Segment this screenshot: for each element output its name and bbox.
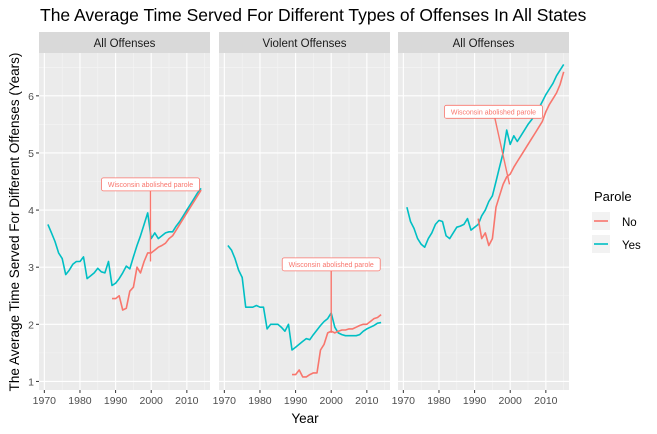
x-tick-label: 1970	[33, 395, 57, 407]
x-tick-label: 1970	[213, 395, 237, 407]
series-line-no	[292, 313, 382, 378]
chart-title: The Average Time Served For Different Ty…	[40, 5, 587, 25]
facet-panels: All Offenses 1970 1980 1990 2000 2010 1 2 3 4 5 6 Wi…	[28, 32, 569, 407]
annotation-text: Wisconsin abolished parole	[289, 262, 374, 269]
facet-strip-label: All Offenses	[453, 38, 515, 50]
annotation-label: Wisconsin abolished parole	[101, 177, 200, 192]
facet-strip	[219, 32, 390, 53]
series-line-yes	[227, 245, 382, 351]
annotation-text: Wisconsin abolished parole	[451, 109, 536, 116]
legend-label-no: No	[622, 217, 637, 229]
y-tick-label: 6	[28, 91, 34, 103]
facet-strip-label: Violent Offenses	[263, 38, 347, 50]
y-tick-label: 1	[28, 376, 34, 388]
legend-key-yes: Yes	[592, 235, 641, 253]
x-tick-label: 2000	[320, 395, 344, 407]
x-tick-label: 2010	[175, 395, 199, 407]
annotation-segment	[492, 111, 511, 185]
facet-strip	[398, 32, 569, 53]
panel-1: All Offenses 1970 1980 1990 2000 2010 1 2 3 4 5 6 Wi…	[28, 32, 210, 407]
x-tick-label: 2010	[534, 395, 558, 407]
x-tick-label: 1980	[427, 395, 451, 407]
legend-title: Parole	[594, 189, 632, 204]
series-line-no	[477, 71, 565, 247]
panel-background	[398, 53, 569, 390]
panel-3: All Offenses 1970 1980 1990 2000 2010 Wisconsi…	[392, 32, 569, 407]
y-tick-label: 4	[28, 205, 34, 217]
panel-background	[39, 53, 210, 390]
panel-2: Violent Offenses 1970 1980 1990 2000 2010 Wisc…	[213, 32, 390, 407]
x-tick-label: 1980	[68, 395, 92, 407]
y-tick-label: 3	[28, 262, 34, 274]
x-tick-label: 1990	[463, 395, 487, 407]
series-line-no	[112, 189, 202, 311]
legend: Parole No Yes	[592, 189, 641, 253]
x-tick-label: 1990	[284, 395, 308, 407]
annotation-label: Wisconsin abolished parole	[444, 104, 543, 119]
y-tick-label: 2	[28, 319, 34, 331]
annotation-label: Wisconsin abolished parole	[281, 257, 381, 272]
x-axis-label: Year	[291, 411, 319, 426]
legend-label-yes: Yes	[622, 240, 641, 252]
x-tick-label: 1990	[104, 395, 128, 407]
x-tick-label: 2010	[355, 395, 379, 407]
annotation-text: Wisconsin abolished parole	[108, 182, 193, 189]
y-tick-label: 5	[28, 148, 34, 160]
facet-strip-label: All Offenses	[94, 38, 156, 50]
series-line-yes	[47, 187, 202, 287]
x-tick-label: 2000	[499, 395, 523, 407]
x-tick-label: 1970	[392, 395, 416, 407]
legend-key-no: No	[592, 212, 637, 230]
x-tick-label: 2000	[140, 395, 164, 407]
facet-strip	[39, 32, 210, 53]
y-axis-label: The Average Time Served For Different Of…	[7, 53, 22, 392]
x-tick-label: 1980	[248, 395, 272, 407]
